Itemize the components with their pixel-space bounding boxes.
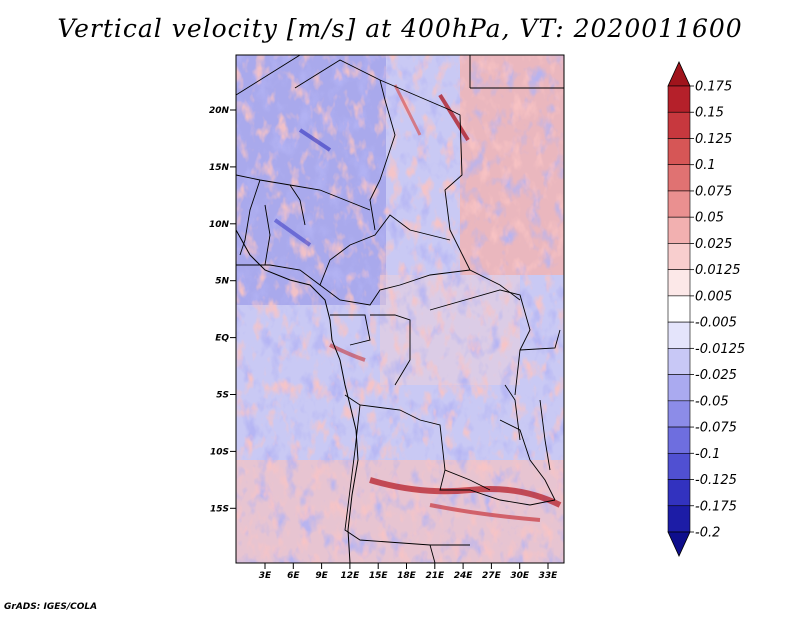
- lon-label: 3E: [259, 571, 272, 581]
- colorbar-segment: [667, 452, 691, 480]
- colorbar-label: 0.05: [695, 211, 724, 226]
- colorbar-label: 0.1: [695, 158, 716, 173]
- lat-label: EQ: [215, 334, 229, 344]
- latitude-axis: 20N 15N 10N 5N EQ 5S 10S 15S: [209, 106, 236, 514]
- colorbar-segment: [667, 269, 691, 297]
- colorbar-top-arrow: [667, 61, 691, 87]
- colorbar-segment: [667, 216, 691, 244]
- colorbar-segment: [667, 479, 691, 507]
- colorbar-segment: [667, 164, 691, 192]
- colorbar-bottom-arrow: [667, 531, 691, 557]
- country-borders: [236, 55, 564, 563]
- colorbar: 0.175 0.15 0.125 0.1 0.075 0.05 0.025 0.0125 0.0…: [667, 61, 745, 557]
- colorbar-label: 0.125: [695, 132, 732, 147]
- colorbar-label: -0.005: [695, 316, 737, 331]
- colorbar-segment: [667, 138, 691, 166]
- colorbar-label: 0.0125: [695, 263, 741, 278]
- colorbar-label: 0.005: [695, 289, 732, 304]
- map-frame: [235, 54, 565, 564]
- colorbar-segment: [667, 505, 691, 533]
- colorbar-label: -0.2: [695, 526, 720, 541]
- lon-label: 21E: [425, 571, 445, 581]
- colorbar-label: -0.175: [695, 499, 737, 514]
- colorbar-label: 0.025: [695, 237, 732, 252]
- lon-label: 9E: [315, 571, 328, 581]
- colorbar-segment: [667, 111, 691, 139]
- colorbar-segment: [667, 85, 691, 113]
- grads-credit: GrADS: IGES/COLA: [4, 602, 98, 612]
- lat-label: 10S: [210, 447, 229, 457]
- lon-label: 6E: [287, 571, 300, 581]
- colorbar-label: 0.175: [695, 80, 732, 95]
- lat-label: 15S: [210, 504, 229, 514]
- lon-label: 15E: [369, 571, 389, 581]
- lon-label: 30E: [510, 571, 530, 581]
- lon-label: 27E: [482, 571, 502, 581]
- colorbar-segment: [667, 321, 691, 349]
- colorbar-label: -0.025: [695, 368, 737, 383]
- lat-label: 20N: [209, 106, 230, 116]
- colorbar-segment: [667, 426, 691, 454]
- lat-label: 15N: [209, 163, 230, 173]
- colorbar-label: -0.0125: [695, 342, 745, 357]
- colorbar-label: -0.05: [695, 394, 729, 409]
- colorbar-label: 0.15: [695, 106, 724, 121]
- colorbar-label: 0.075: [695, 184, 732, 199]
- lon-label: 33E: [539, 571, 559, 581]
- longitude-axis: 3E 6E 9E 12E 15E 18E 21E 24E 27E 30E 33E: [259, 563, 558, 581]
- colorbar-segment: [667, 374, 691, 402]
- lon-label: 18E: [397, 571, 417, 581]
- colorbar-segment: [667, 295, 691, 323]
- chart-title: Vertical velocity [m/s] at 400hPa, VT: 2…: [57, 14, 743, 43]
- colorbar-segment: [667, 190, 691, 218]
- lon-label: 24E: [454, 571, 474, 581]
- velocity-field: [236, 55, 564, 563]
- lat-label: 5N: [215, 277, 229, 287]
- colorbar-segment: [667, 348, 691, 375]
- lat-label: 10N: [209, 220, 230, 230]
- colorbar-label: -0.125: [695, 473, 737, 488]
- colorbar-segment: [667, 243, 691, 270]
- lon-label: 12E: [341, 571, 361, 581]
- colorbar-label: -0.075: [695, 421, 737, 436]
- coastline: [236, 229, 359, 563]
- colorbar-label: -0.1: [695, 447, 720, 462]
- lat-label: 5S: [216, 391, 229, 401]
- colorbar-segment: [667, 400, 691, 428]
